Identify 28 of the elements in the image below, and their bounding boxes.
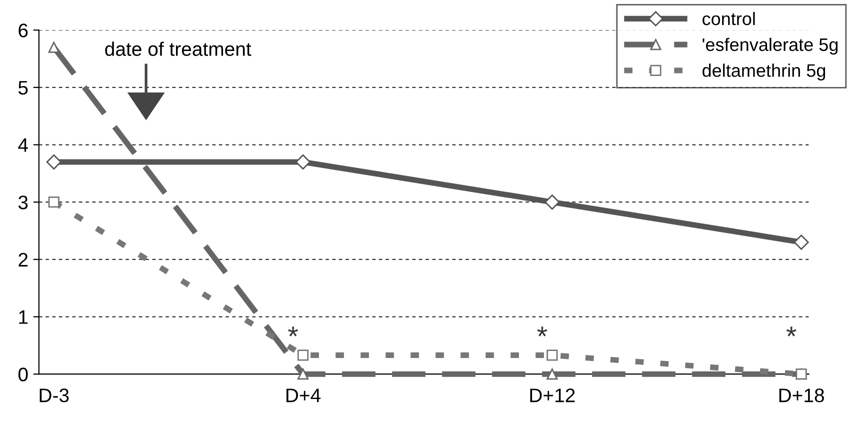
legend-label: control [702, 12, 755, 26]
annotation: date of treatment [105, 42, 252, 56]
point [297, 368, 309, 380]
x-tick-label: D+12 [530, 388, 575, 402]
point [297, 350, 309, 361]
point [295, 154, 311, 170]
point [46, 154, 62, 170]
y-tick-label: 5 [18, 81, 28, 95]
point [48, 196, 60, 208]
y-tick-label: 6 [18, 24, 28, 38]
point [794, 234, 809, 250]
y-tick-label: 1 [19, 310, 28, 324]
point [544, 194, 560, 210]
point [546, 368, 558, 380]
y-tick-label: 2 [18, 252, 28, 266]
annotation: * [288, 326, 298, 336]
x-tick-label: D-3 [40, 388, 69, 402]
annotation: * [537, 326, 548, 336]
legend-label: 'esfenvalerate 5g [702, 38, 838, 55]
x-tick-label: D+18 [779, 388, 824, 402]
y-tick-label: 4 [18, 138, 28, 152]
y-tick-label: 3 [18, 196, 28, 210]
point [546, 350, 558, 361]
annotation: * [786, 326, 796, 336]
y-tick-label: 0 [18, 368, 28, 382]
point [48, 42, 60, 53]
legend-label: deltamethrin 5g [702, 64, 826, 80]
x-tick-label: D+4 [286, 388, 321, 402]
